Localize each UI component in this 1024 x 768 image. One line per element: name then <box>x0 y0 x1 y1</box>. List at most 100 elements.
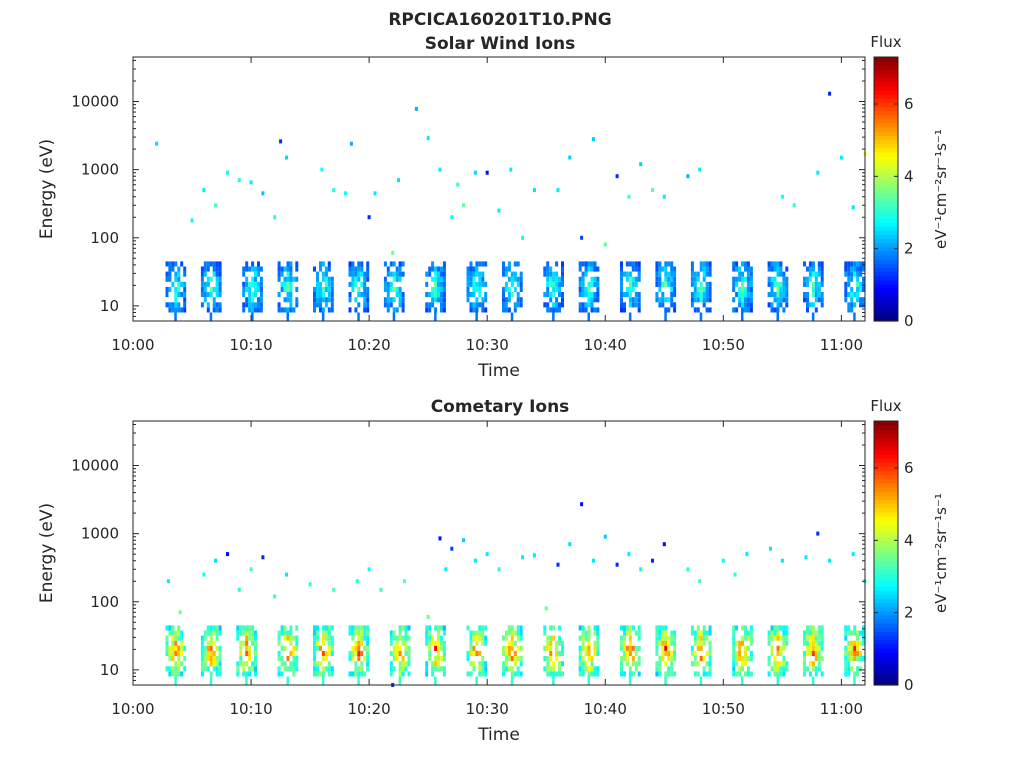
heatmap-cell <box>209 312 213 321</box>
heatmap-cell <box>853 630 857 636</box>
heatmap-cell <box>466 292 470 298</box>
heatmap-cell <box>628 671 632 677</box>
heatmap-cell <box>806 666 809 672</box>
heatmap-cell <box>472 271 476 277</box>
heatmap-cell <box>321 635 325 641</box>
heatmap-cell <box>820 271 824 277</box>
heatmap-cell <box>357 650 361 656</box>
heatmap-cell <box>628 286 632 292</box>
heatmap-cell <box>360 671 364 677</box>
heatmap-cell <box>177 650 181 656</box>
heatmap-cell <box>596 625 600 631</box>
heatmap-cell <box>206 302 210 308</box>
heatmap-point <box>580 235 584 240</box>
heatmap-cell <box>658 630 662 636</box>
heatmap-cell <box>776 671 780 677</box>
heatmap-cell <box>504 281 508 287</box>
heatmap-cell <box>277 307 281 313</box>
heatmap-cell <box>631 297 635 303</box>
heatmap-point <box>769 546 772 551</box>
heatmap-cell <box>628 630 632 636</box>
heatmap-cell <box>779 271 783 277</box>
heatmap-cell <box>850 666 854 672</box>
heatmap-cell <box>844 661 848 667</box>
heatmap-cell <box>442 645 446 651</box>
heatmap-cell <box>203 661 207 667</box>
heatmap-cell <box>744 671 747 677</box>
heatmap-cell <box>817 286 821 292</box>
heatmap-cell <box>623 630 626 636</box>
heatmap-cell <box>218 630 222 636</box>
heatmap-cell <box>637 656 641 662</box>
heatmap-cell <box>590 261 594 267</box>
heatmap-cell <box>360 625 364 631</box>
heatmap-cell <box>313 666 316 672</box>
heatmap-cell <box>442 302 446 308</box>
heatmap-cell <box>593 671 597 677</box>
heatmap-cell <box>183 266 187 272</box>
heatmap-cell <box>428 640 432 646</box>
heatmap-cell <box>625 645 629 651</box>
heatmap-cell <box>578 671 582 677</box>
heatmap-cell <box>702 286 706 292</box>
heatmap-cell <box>806 266 809 272</box>
heatmap-cell <box>853 292 857 298</box>
heatmap-point <box>285 572 288 577</box>
heatmap-cell <box>327 640 331 646</box>
colorbar-tick-label: 2 <box>904 240 914 258</box>
heatmap-cell <box>811 640 815 646</box>
heatmap-cell <box>321 286 325 292</box>
heatmap-cell <box>475 261 479 267</box>
heatmap-cell <box>401 271 405 277</box>
heatmap-cell <box>475 297 479 303</box>
heatmap-cell <box>242 671 246 677</box>
heatmap-cell <box>434 625 438 631</box>
heatmap-cell <box>354 271 358 277</box>
heatmap-cell <box>623 292 626 298</box>
heatmap-cell <box>702 292 706 298</box>
heatmap-cell <box>637 297 641 303</box>
heatmap-cell <box>628 676 632 685</box>
heatmap-cell <box>259 286 263 292</box>
heatmap-point <box>603 534 607 539</box>
heatmap-cell <box>174 635 178 641</box>
heatmap-cell <box>212 640 216 646</box>
heatmap-cell <box>696 661 700 667</box>
heatmap-cell <box>316 271 319 277</box>
heatmap-cell <box>321 630 325 636</box>
heatmap-cell <box>386 302 390 308</box>
heatmap-cell <box>779 266 783 272</box>
heatmap-cell <box>330 292 334 298</box>
heatmap-cell <box>348 297 352 303</box>
colorbar-segment <box>874 217 898 223</box>
heatmap-cell <box>316 281 319 287</box>
heatmap-cell <box>859 666 863 672</box>
heatmap-cell <box>856 635 860 641</box>
heatmap-cell <box>806 281 809 287</box>
colorbar-segment <box>874 85 898 91</box>
heatmap-cell <box>655 661 659 667</box>
heatmap-cell <box>242 286 246 292</box>
heatmap-cell <box>690 261 694 267</box>
heatmap-cell <box>625 630 629 636</box>
heatmap-point <box>344 191 347 196</box>
heatmap-cell <box>316 292 319 298</box>
heatmap-cell <box>664 625 668 631</box>
heatmap-cell <box>472 307 476 313</box>
heatmap-cell <box>738 286 742 292</box>
heatmap-cell <box>209 292 213 298</box>
heatmap-cell <box>177 281 181 287</box>
heatmap-cell <box>732 671 736 677</box>
heatmap-cell <box>242 271 246 277</box>
heatmap-cell <box>357 656 361 662</box>
heatmap-cell <box>257 266 260 272</box>
heatmap-cell <box>782 671 786 677</box>
colorbar-segment <box>874 98 898 103</box>
colorbar-segment <box>874 606 898 612</box>
heatmap-cell <box>357 271 361 277</box>
heatmap-cell <box>516 261 520 267</box>
heatmap-cell <box>708 261 712 267</box>
heatmap-cell <box>316 630 319 636</box>
heatmap-cell <box>395 307 399 313</box>
heatmap-cell <box>623 645 626 651</box>
